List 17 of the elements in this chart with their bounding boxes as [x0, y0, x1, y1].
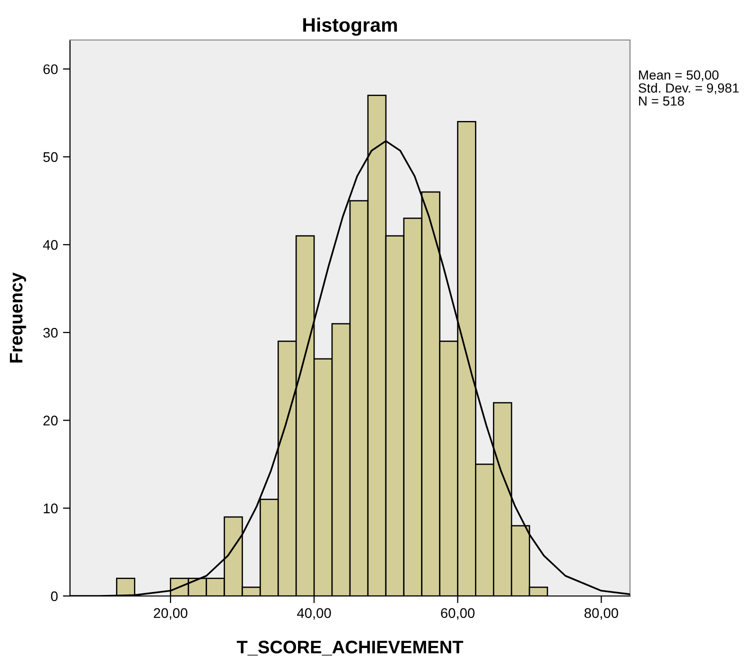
text: Std. Dev. = 9,981 [638, 83, 739, 94]
y-tick-label: 50 [43, 152, 58, 162]
x-tick-label: 20,00 [154, 608, 188, 620]
y-tick-label: 40 [43, 240, 58, 250]
x-axis-title: T_SCORE_ACHIEVEMENT [236, 640, 464, 656]
y-tick-label: 0 [51, 591, 58, 602]
y-tick-label: 60 [43, 64, 58, 74]
y-tick-label: 10 [44, 504, 58, 514]
x-tick-label: 40,00 [297, 608, 331, 620]
y-tick-label: 30 [43, 328, 58, 338]
x-tick-label: 60,00 [441, 608, 475, 620]
y-axis-title: Frequency [10, 272, 26, 362]
text: N = 518 [639, 96, 684, 106]
text: Mean = 50,00 [639, 70, 719, 82]
x-tick-label: 80,00 [584, 608, 618, 620]
chart-title: Histogram [303, 18, 397, 36]
y-tick-label: 20 [43, 416, 58, 426]
